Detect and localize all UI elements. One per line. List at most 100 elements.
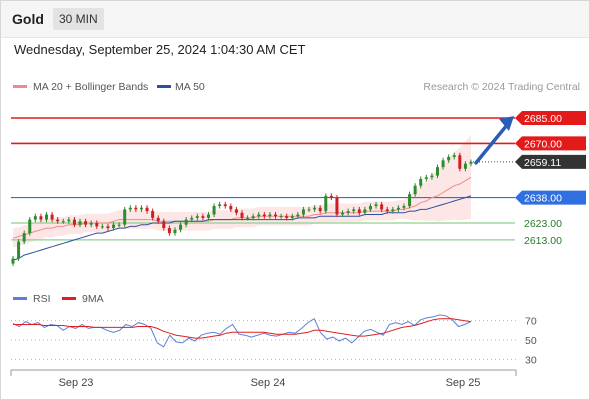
candle-body [368,206,372,210]
candle-body [95,222,99,227]
candle-body [201,216,205,218]
resistance-level-tag [515,136,586,151]
candle-body [430,175,434,178]
ma50-legend-label: MA 50 [175,81,205,93]
candle-body [179,224,183,230]
candle-body [279,216,283,218]
candle-body [396,207,400,210]
candle-body [100,226,104,228]
candle-body [22,233,26,242]
candle-body [463,163,467,169]
candle-body [257,214,261,217]
pivot-level-label: 2638.00 [524,193,562,205]
rsi-line [12,314,472,348]
candle-body [435,167,439,176]
support-level-label: 2623.00 [524,218,562,230]
candle-body [139,207,143,210]
candle-body [251,216,255,218]
candle-body [402,206,406,208]
rsi-tick-label: 70 [525,316,537,328]
candle-body [11,258,15,264]
candle-body [268,214,272,217]
current-level-tag [515,154,586,169]
rsi-tick-label: 30 [525,354,537,366]
candle-body [50,214,54,220]
candle-body [296,214,300,217]
candle-body [112,224,116,229]
candle-body [212,206,216,215]
candle-body [419,178,423,186]
rsi-legend-label: RSI [33,293,51,305]
candle-body [469,162,473,164]
candle-body [285,216,289,218]
candle-body [151,211,155,218]
candle-body [39,216,43,220]
main-plot: 2685.00 2670.00 2659.11 2638.00 2623.00 2613.… [11,111,586,267]
candle-body [145,207,149,212]
candle-body [72,219,76,225]
candle-body [329,195,333,198]
candle-body [156,217,160,222]
candle-body [391,209,395,212]
candle-body [246,217,250,219]
candle-body [318,207,322,212]
candle-body [380,204,384,210]
candle-body [206,214,210,218]
bollinger-band [13,135,471,248]
rsi-legend-swatch [13,297,27,300]
credit-text: Research © 2024 Trading Central [423,81,580,93]
candle-body [413,185,417,195]
candle-body [352,209,356,212]
timestamp: Wednesday, September 25, 2024 1:04:30 AM… [14,42,306,57]
candle-body [313,207,317,210]
candle-body [106,226,110,229]
rsi-ma-legend-label: 9MA [82,293,104,305]
rsi-ma-legend-swatch [62,297,76,300]
ma50-legend-swatch [157,85,171,88]
timeframe-button[interactable]: 30 MIN [53,8,104,30]
candle-body [162,221,166,229]
pivot-level-tag [515,190,586,205]
rsi-plot: 70 50 30 [11,314,537,366]
candle-body [56,219,60,222]
candle-body [223,204,227,207]
candle-body [262,214,266,217]
candle-body [195,216,199,218]
candle-body [374,204,378,207]
symbol-title: Gold [12,11,44,27]
candle-body [28,219,32,234]
candle-body [335,197,339,215]
candle-body [134,207,138,210]
candle-body [324,195,328,212]
candle-body [346,211,350,213]
rsi-ma-line [13,318,472,339]
candle-body [458,155,462,169]
support-level-label: 2613.00 [524,235,562,247]
x-tick-label: Sep 23 [59,377,94,389]
candle-body [307,209,311,211]
candle-body [363,209,367,213]
forecast-arrow-shaft [474,123,509,165]
candle-body [190,217,194,220]
candle-body [173,229,177,234]
ma20-legend-label: MA 20 + Bollinger Bands [33,81,148,93]
candle-body [240,212,244,218]
candle-body [229,206,233,210]
rsi-tick-label: 50 [525,335,537,347]
candle-body [167,228,171,234]
current-level-label: 2659.11 [524,157,561,169]
candle-body [341,212,345,215]
candle-body [33,216,37,220]
candle-body [45,214,49,220]
candle-body [357,209,361,213]
x-tick-label: Sep 25 [446,377,481,389]
candle-body [274,214,278,217]
candle-body [61,221,65,223]
forecast-arrow-head [499,116,514,132]
candle-body [184,219,188,225]
ma20-legend-swatch [13,85,27,88]
candle-body [301,209,305,215]
candle-body [218,204,222,207]
candle-body [447,156,451,161]
